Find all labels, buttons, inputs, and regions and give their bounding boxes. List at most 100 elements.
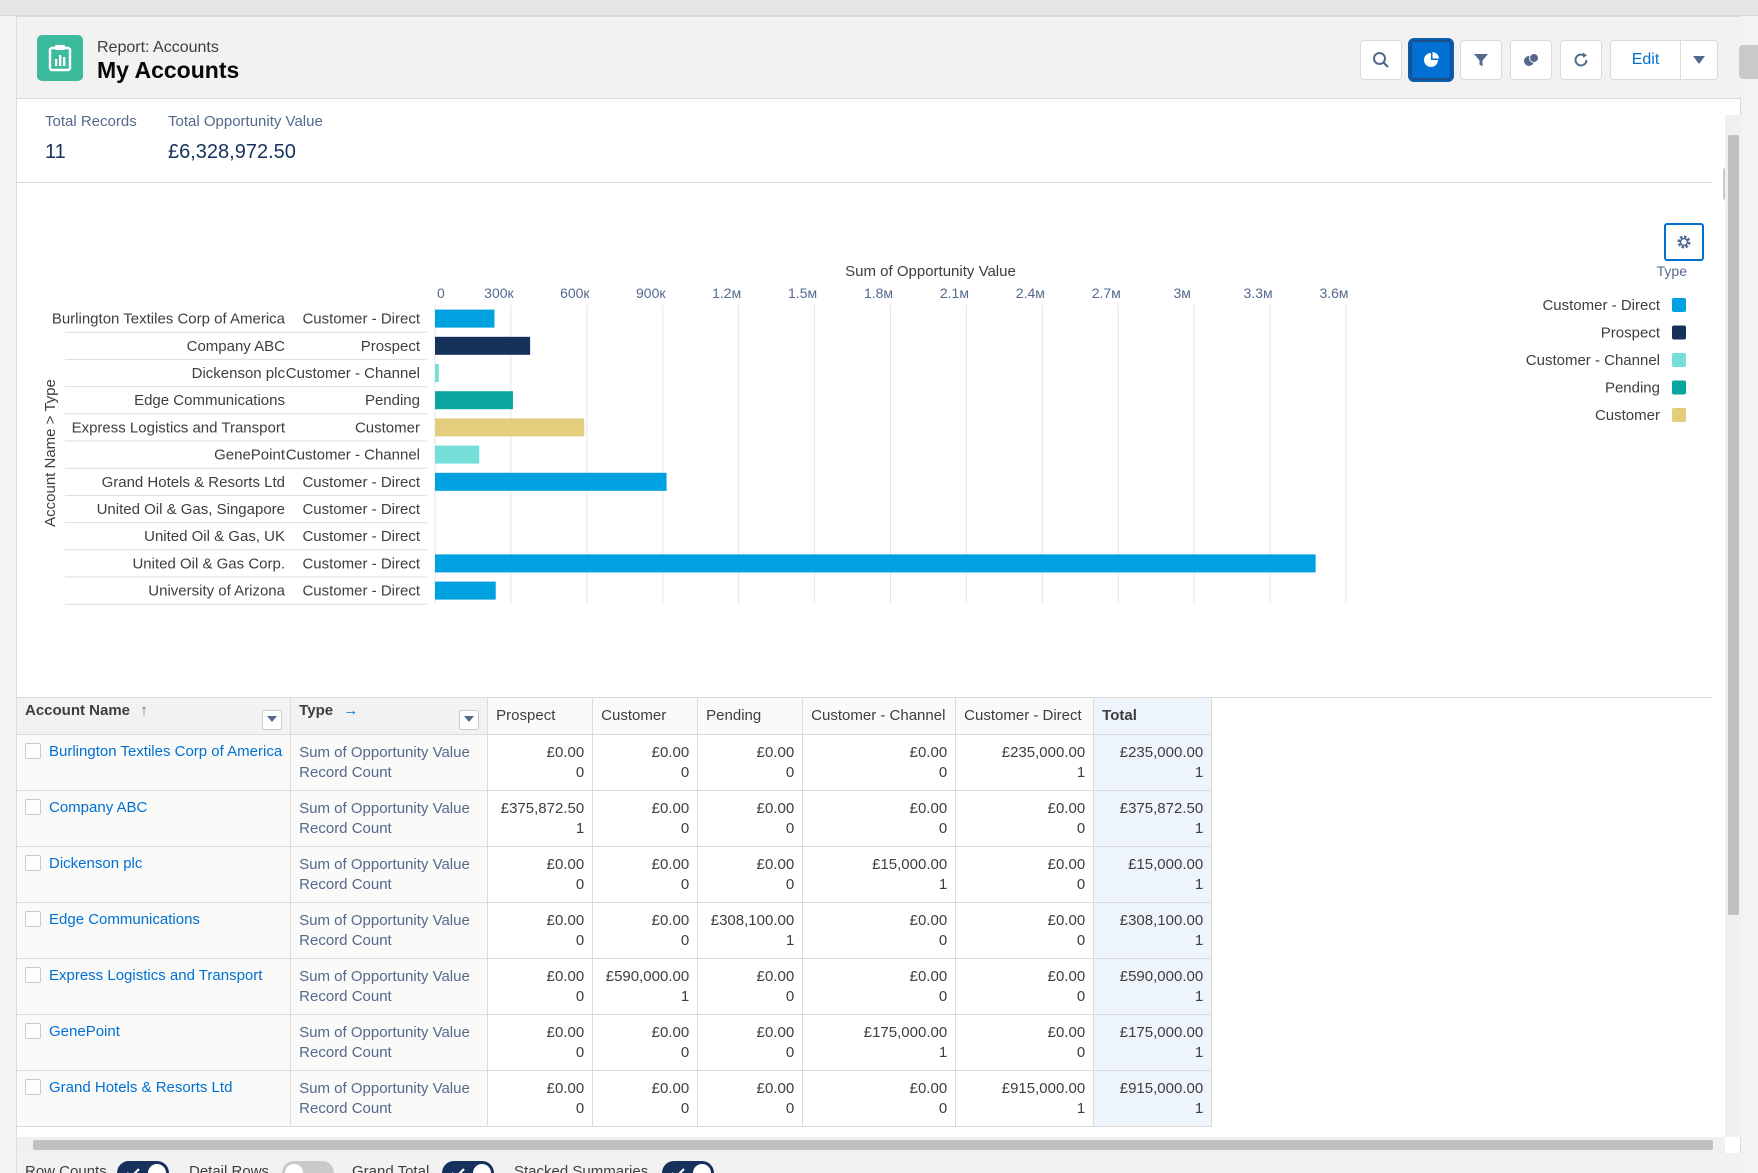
row-checkbox[interactable] — [25, 1022, 41, 1039]
summary-strip: Total Records 11 Total Opportunity Value… — [17, 99, 1712, 183]
type-header-label: Type — [299, 701, 334, 719]
metric-sum-label: Sum of Opportunity Value — [299, 743, 470, 761]
sum-value: £0.00 — [756, 1023, 795, 1041]
count-value: 1 — [1194, 931, 1204, 949]
type-header[interactable]: Type → — [290, 698, 489, 735]
row-checkbox[interactable] — [25, 966, 41, 983]
metric-count-label: Record Count — [299, 1043, 392, 1061]
account-link[interactable]: Grand Hotels & Resorts Ltd — [49, 1078, 233, 1096]
count-value: 0 — [938, 987, 948, 1005]
refresh-button[interactable] — [1560, 40, 1602, 80]
row-checkbox[interactable] — [25, 910, 41, 927]
metric-cell: Sum of Opportunity Value Record Count — [290, 846, 489, 903]
sum-value: £375,872.50 — [500, 799, 585, 817]
sum-value: £308,100.00 — [1119, 911, 1204, 929]
horizontal-scrollbar-thumb[interactable] — [33, 1140, 1713, 1150]
account-link[interactable]: Dickenson plc — [49, 854, 143, 872]
count-value: 1 — [1194, 819, 1204, 837]
bar — [435, 445, 480, 464]
value-cell: £915,000.00 1 — [1093, 1070, 1213, 1127]
metric-count-label: Record Count — [299, 763, 392, 781]
y-label-account: Company ABC — [187, 338, 286, 355]
sum-value: £0.00 — [909, 1079, 948, 1097]
check-icon — [452, 1168, 465, 1173]
account-cell: Express Logistics and Transport — [17, 958, 292, 1015]
column-header: Prospect — [487, 698, 594, 735]
count-value: 0 — [785, 987, 795, 1005]
value-cell: £0.00 0 — [697, 846, 804, 903]
value-cell: £15,000.00 1 — [802, 846, 957, 903]
count-value: 1 — [1194, 1099, 1204, 1117]
sum-value: £0.00 — [651, 1023, 690, 1041]
sum-value: £0.00 — [1047, 911, 1086, 929]
legend-label: Customer — [1595, 407, 1660, 424]
footer-toolbar: Row Counts Detail Rows Grand Total Stack… — [17, 1153, 1742, 1173]
account-cell: Dickenson plc — [17, 846, 292, 903]
sum-value: £0.00 — [651, 911, 690, 929]
table-row: Grand Hotels & Resorts Ltd Sum of Opportu… — [17, 1070, 1213, 1127]
y-label-type: Customer - Direct — [302, 474, 420, 491]
y-label-account: Express Logistics and Transport — [72, 419, 286, 436]
x-tick-label: 3.3м — [1244, 285, 1273, 301]
account-name-menu-button[interactable] — [262, 709, 283, 730]
sum-value: £0.00 — [546, 855, 585, 873]
y-label-type: Customer - Direct — [302, 555, 420, 572]
report-icon — [37, 35, 83, 81]
value-cell: £915,000.00 1 — [955, 1070, 1095, 1127]
chart-area: Sum of Opportunity Value Account Name > T… — [17, 183, 1712, 697]
row-checkbox[interactable] — [25, 854, 41, 871]
row-checkbox[interactable] — [25, 798, 41, 815]
sum-value: £0.00 — [546, 911, 585, 929]
account-link[interactable]: Edge Communications — [49, 910, 200, 928]
value-cell: £0.00 0 — [487, 1070, 594, 1127]
row-checkbox[interactable] — [25, 1078, 41, 1095]
account-link[interactable]: Burlington Textiles Corp of America — [49, 742, 283, 760]
stacked-summaries-toggle[interactable] — [662, 1161, 714, 1173]
value-cell: £0.00 0 — [592, 902, 699, 959]
y-label-account: United Oil & Gas, Singapore — [97, 501, 285, 518]
sum-value: £235,000.00 — [1001, 743, 1086, 761]
account-name-header[interactable]: Account Name ↑ — [17, 698, 292, 735]
legend-swatch — [1672, 408, 1686, 422]
value-cell: £0.00 0 — [487, 846, 594, 903]
edit-menu-button[interactable] — [1681, 41, 1717, 79]
toggle-knob — [148, 1164, 166, 1173]
value-cell: £235,000.00 1 — [1093, 734, 1213, 791]
account-link[interactable]: Company ABC — [49, 798, 148, 816]
chart-settings-button[interactable] — [1664, 223, 1704, 261]
vertical-scrollbar[interactable] — [1725, 115, 1742, 1137]
filter-button[interactable] — [1460, 40, 1502, 80]
sum-value: £375,872.50 — [1119, 799, 1204, 817]
metric-sum-label: Sum of Opportunity Value — [299, 799, 470, 817]
count-value: 0 — [938, 819, 948, 837]
account-link[interactable]: Express Logistics and Transport — [49, 966, 263, 984]
horizontal-scrollbar[interactable] — [17, 1137, 1725, 1153]
search-button[interactable] — [1360, 40, 1402, 80]
count-value: 0 — [785, 1099, 795, 1117]
grand-total-toggle[interactable] — [442, 1161, 494, 1173]
sum-value: £175,000.00 — [863, 1023, 948, 1041]
chart-toggle-button[interactable] — [1410, 40, 1452, 80]
row-checkbox[interactable] — [25, 742, 41, 759]
metric-cell: Sum of Opportunity Value Record Count — [290, 958, 489, 1015]
count-value: 0 — [938, 1099, 948, 1117]
report-panel: Report: Accounts My Accounts Edit — [16, 16, 1758, 1173]
side-panel-handle[interactable] — [1739, 45, 1758, 79]
edit-button[interactable]: Edit — [1611, 41, 1681, 79]
vertical-scrollbar-thumb[interactable] — [1728, 135, 1739, 915]
subscribe-button[interactable] — [1510, 40, 1552, 80]
sum-value: £0.00 — [1047, 855, 1086, 873]
count-value: 1 — [938, 875, 948, 893]
account-link[interactable]: GenePoint — [49, 1022, 120, 1040]
count-value: 0 — [680, 931, 690, 949]
detail-rows-toggle[interactable] — [282, 1161, 334, 1173]
total-records-value: 11 — [45, 141, 66, 163]
type-menu-button[interactable] — [459, 709, 480, 730]
metric-sum-label: Sum of Opportunity Value — [299, 1023, 470, 1041]
sum-value: £0.00 — [756, 855, 795, 873]
row-counts-toggle[interactable] — [117, 1161, 169, 1173]
y-label-type: Pending — [365, 392, 420, 409]
count-value: 1 — [575, 819, 585, 837]
account-cell: Burlington Textiles Corp of America — [17, 734, 292, 791]
x-tick-label: 3.6м — [1319, 285, 1348, 301]
